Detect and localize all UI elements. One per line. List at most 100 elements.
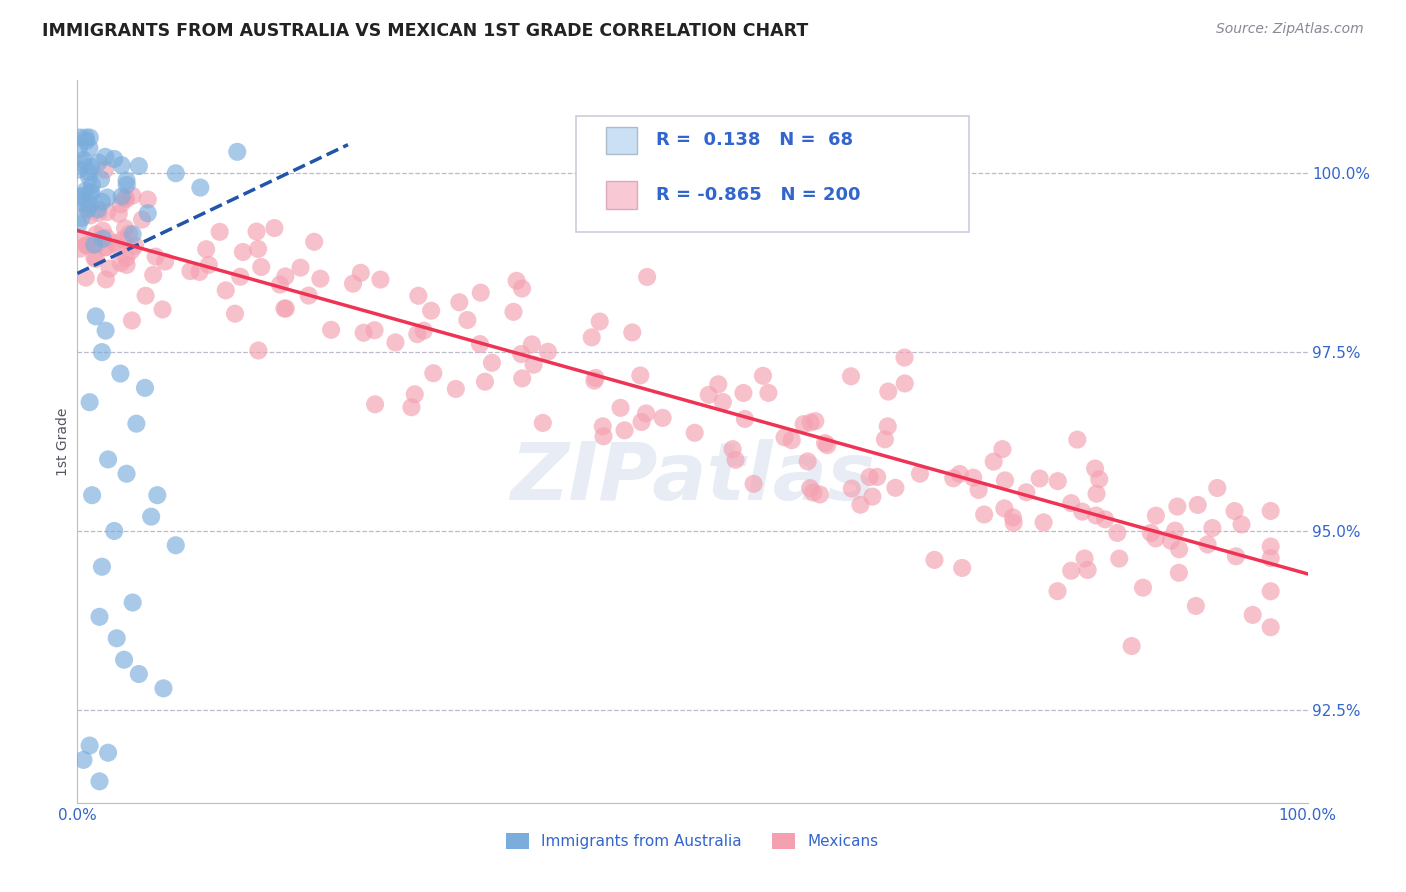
Point — [105, 632, 128, 646]
Point — [510, 281, 533, 295]
Point — [502, 305, 524, 319]
Point — [79, 395, 101, 409]
Point — [707, 377, 730, 392]
Text: R =  0.138   N =  68: R = 0.138 N = 68 — [655, 131, 852, 149]
Point — [893, 351, 915, 365]
Point — [302, 235, 325, 249]
Point — [94, 272, 117, 286]
Point — [876, 419, 898, 434]
Point — [274, 269, 297, 284]
Point — [908, 467, 931, 481]
Point — [79, 197, 101, 211]
Point — [1260, 584, 1282, 599]
Point — [589, 314, 612, 328]
Point — [188, 180, 212, 194]
Point — [229, 269, 252, 284]
Point — [1028, 471, 1050, 485]
Point — [733, 386, 755, 401]
Point — [79, 186, 101, 200]
Point — [1084, 461, 1107, 475]
Point — [1167, 566, 1189, 580]
Point — [804, 414, 827, 428]
Text: ZIPatlas: ZIPatlas — [510, 439, 875, 516]
Point — [115, 251, 138, 265]
Point — [120, 244, 142, 258]
Point — [408, 289, 430, 303]
Point — [1060, 564, 1083, 578]
Bar — [606, 181, 637, 209]
Point — [1187, 498, 1209, 512]
Point — [94, 324, 117, 338]
Point — [290, 260, 312, 275]
Point — [96, 190, 118, 204]
Point — [468, 337, 491, 351]
Point — [893, 376, 915, 391]
Point — [1088, 472, 1111, 486]
Point — [983, 454, 1005, 468]
Point — [75, 238, 97, 252]
Point — [67, 217, 90, 231]
Point — [621, 326, 644, 340]
Point — [125, 417, 148, 431]
Point — [145, 250, 167, 264]
Point — [1066, 433, 1088, 447]
Point — [510, 371, 533, 385]
Point — [942, 471, 965, 485]
Point — [815, 438, 838, 452]
Legend: Immigrants from Australia, Mexicans: Immigrants from Australia, Mexicans — [506, 833, 879, 849]
Point — [142, 268, 165, 282]
Point — [118, 227, 141, 241]
Point — [131, 212, 153, 227]
Point — [165, 166, 187, 180]
Point — [247, 343, 270, 358]
Point — [758, 385, 780, 400]
Point — [609, 401, 631, 415]
Point — [1185, 599, 1208, 613]
Point — [115, 467, 138, 481]
Point — [298, 288, 321, 302]
Point — [780, 433, 803, 447]
Point — [96, 231, 118, 245]
Point — [973, 508, 995, 522]
Point — [274, 301, 297, 316]
Point — [76, 238, 98, 252]
Point — [96, 205, 118, 219]
Point — [121, 227, 143, 242]
Point — [1032, 516, 1054, 530]
Point — [79, 141, 101, 155]
Point — [104, 235, 127, 250]
Point — [75, 233, 97, 247]
Point — [110, 158, 132, 172]
Point — [89, 609, 111, 624]
Point — [208, 225, 231, 239]
Point — [98, 261, 121, 276]
Point — [75, 184, 97, 198]
Point — [72, 753, 94, 767]
Point — [793, 417, 815, 431]
Point — [630, 415, 652, 429]
Point — [866, 470, 889, 484]
Point — [80, 186, 103, 200]
Point — [1223, 504, 1246, 518]
Point — [115, 192, 138, 206]
Point — [97, 452, 120, 467]
Point — [195, 242, 218, 256]
Point — [799, 481, 821, 495]
Point — [103, 152, 125, 166]
Point — [86, 227, 108, 242]
Point — [353, 326, 375, 340]
Text: IMMIGRANTS FROM AUSTRALIA VS MEXICAN 1ST GRADE CORRELATION CHART: IMMIGRANTS FROM AUSTRALIA VS MEXICAN 1ST… — [42, 22, 808, 40]
Point — [581, 330, 603, 344]
Point — [924, 553, 946, 567]
Point — [634, 406, 657, 420]
Point — [1140, 525, 1163, 540]
Point — [456, 313, 478, 327]
Point — [141, 509, 163, 524]
Point — [224, 307, 246, 321]
Point — [531, 416, 554, 430]
Point — [370, 272, 392, 286]
Point — [1241, 607, 1264, 622]
Point — [75, 134, 97, 148]
Point — [269, 277, 291, 292]
Point — [1094, 512, 1116, 526]
